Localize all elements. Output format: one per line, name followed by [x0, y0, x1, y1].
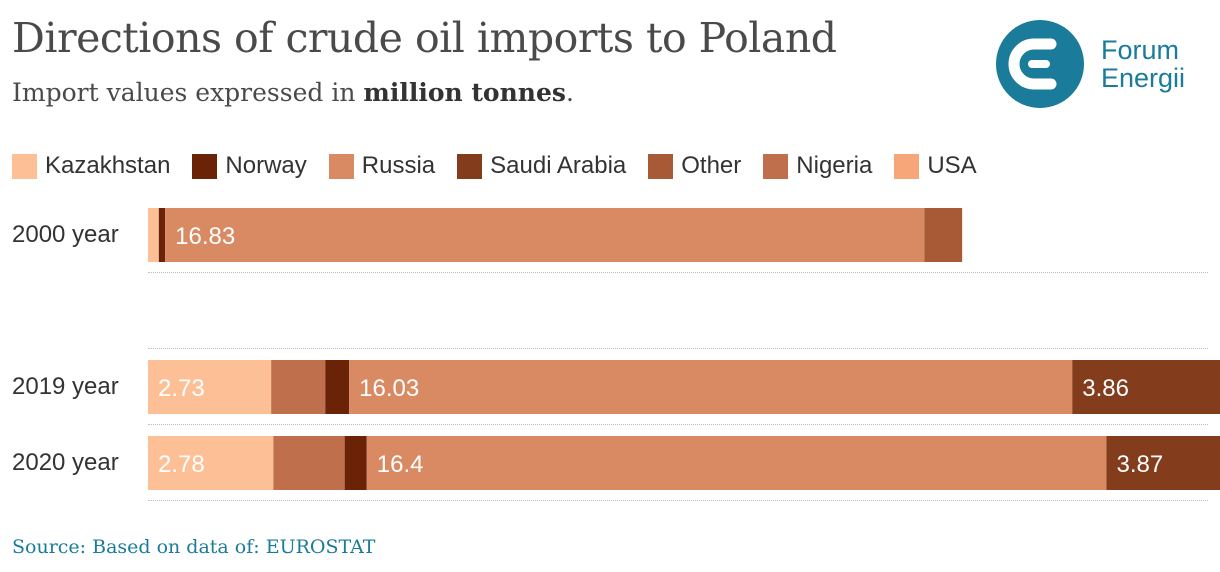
legend-label: USA: [927, 152, 977, 179]
legend-label: Russia: [361, 152, 436, 179]
legend-item-nigeria: Nigeria: [763, 152, 872, 180]
bar-segment-nigeria-2019-year: [271, 360, 326, 414]
bar-segment-russia-2019-year: [349, 360, 1073, 414]
chart-subtitle: Import values expressed in million tonne…: [12, 78, 574, 107]
chart-legend: Kazakhstan Norway Russia Saudi Arabia Other N…: [12, 150, 999, 182]
row-label-2019-year: 2019 year: [12, 373, 119, 400]
bar-segment-norway-2020-year: [344, 436, 367, 490]
legend-label: Norway: [225, 152, 307, 179]
bar-segment-russia-2020-year: [366, 436, 1107, 490]
bar-segment-kazakhstan-2019-year: [148, 360, 272, 414]
bar-segment-other-2000-year: [924, 208, 963, 262]
data-label-saudi-arabia-2020-year: 3.87: [1117, 451, 1164, 478]
chart-title: Directions of crude oil imports to Polan…: [12, 14, 837, 62]
bar-segment-kazakhstan-2020-year: [148, 436, 274, 490]
legend-swatch-norway: [192, 153, 218, 179]
bar-segment-norway-2000-year: [158, 208, 166, 262]
bar-segment-russia-2000-year: [165, 208, 925, 262]
legend-item-kazakhstan: Kazakhstan: [12, 152, 170, 180]
row-label-2020-year: 2020 year: [12, 449, 119, 476]
legend-swatch-saudi-arabia: [457, 153, 483, 179]
legend-label: Nigeria: [796, 152, 873, 179]
data-label-russia-2000-year: 16.83: [175, 223, 235, 250]
legend-label: Other: [681, 152, 742, 179]
legend-swatch-other: [648, 153, 674, 179]
legend-label: Saudi Arabia: [490, 152, 627, 179]
subtitle-prefix: Import values expressed in: [12, 78, 364, 107]
row-separator: [148, 272, 1208, 273]
forum-energii-logo-icon: [996, 20, 1084, 108]
row-label-2000-year: 2000 year: [12, 221, 119, 248]
legend-swatch-nigeria: [763, 153, 789, 179]
subtitle-suffix: .: [565, 78, 574, 107]
row-separator: [148, 500, 1208, 501]
bar-segment-saudi-arabia-2019-year: [1072, 360, 1220, 414]
row-separator: [148, 424, 1208, 425]
data-label-kazakhstan-2019-year: 2.73: [158, 375, 205, 402]
source-note: Source: Based on data of: EUROSTAT: [12, 536, 376, 558]
subtitle-unit: million tonnes: [363, 78, 566, 107]
legend-item-other: Other: [648, 152, 741, 180]
forum-energii-logo: Forum Energii: [994, 18, 1214, 110]
bar-segment-norway-2019-year: [325, 360, 350, 414]
legend-item-norway: Norway: [192, 152, 307, 180]
bar-segment-saudi-arabia-2020-year: [1106, 436, 1220, 490]
row-separator: [148, 348, 1208, 349]
legend-swatch-kazakhstan: [12, 153, 37, 179]
legend-item-russia: Russia: [328, 152, 436, 180]
legend-swatch-russia: [328, 153, 354, 179]
logo-text-energii: Energii: [1101, 63, 1186, 93]
legend-item-usa: USA: [894, 152, 977, 180]
legend-swatch-usa: [894, 153, 920, 179]
logo-text-forum: Forum: [1101, 35, 1180, 65]
data-label-kazakhstan-2020-year: 2.78: [158, 451, 205, 478]
legend-item-saudi-arabia: Saudi Arabia: [457, 152, 626, 180]
bar-segment-nigeria-2020-year: [273, 436, 345, 490]
data-label-russia-2020-year: 16.4: [377, 451, 424, 478]
bar-segment-kazakhstan-2000-year: [148, 208, 159, 262]
legend-label: Kazakhstan: [45, 152, 171, 179]
data-label-saudi-arabia-2019-year: 3.86: [1082, 375, 1129, 402]
data-label-russia-2019-year: 16.03: [359, 375, 419, 402]
